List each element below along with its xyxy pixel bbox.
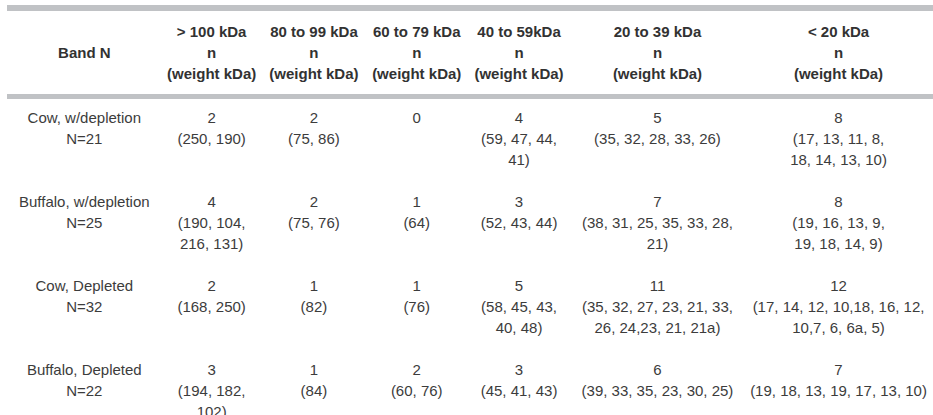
column-header-lt-20kda: < 20 kDa n (weight kDa) [744, 8, 933, 97]
row-label: Buffalo, w/depletion N=25 [7, 183, 162, 267]
column-header-20-39kda: 20 to 39 kDa n (weight kDa) [571, 8, 744, 97]
row-label: Cow, w/depletion N=21 [7, 97, 162, 184]
table-cell: 4 (59, 47, 44, 41) [467, 97, 571, 184]
table-cell: 12 (17, 14, 12, 10,18, 16, 12, 10,7, 6, … [744, 267, 933, 351]
column-header-band-n: Band N [7, 8, 162, 97]
table-row-cow-depleted: Cow, Depleted N=32 2 (168, 250) 1 (82) 1… [7, 267, 933, 351]
table-cell: 1 (64) [366, 183, 467, 267]
column-header-60-79kda: 60 to 79 kDa n (weight kDa) [366, 8, 467, 97]
table-cell: 11 (35, 32, 27, 23, 21, 33, 26, 24,23, 2… [571, 267, 744, 351]
band-weight-table: Band N > 100 kDa n (weight kDa) 80 to 99… [7, 5, 933, 415]
table-cell: 3 (52, 43, 44) [467, 183, 571, 267]
table-cell: 3 (194, 182, 102) [162, 351, 262, 415]
header-row: Band N > 100 kDa n (weight kDa) 80 to 99… [7, 8, 933, 97]
table-cell: 2 (75, 76) [262, 183, 367, 267]
table-cell: 6 (39, 33, 35, 23, 30, 25) [571, 351, 744, 415]
table-cell: 2 (75, 86) [262, 97, 367, 184]
table-cell: 5 (58, 45, 43, 40, 48) [467, 267, 571, 351]
table-cell: 1 (76) [366, 267, 467, 351]
column-header-40-59kda: 40 to 59kDa n (weight kDa) [467, 8, 571, 97]
table-cell: 8 (19, 16, 13, 9, 19, 18, 14, 9) [744, 183, 933, 267]
table-cell: 3 (45, 41, 43) [467, 351, 571, 415]
table-cell: 1 (84) [262, 351, 367, 415]
column-header-gt-100kda: > 100 kDa n (weight kDa) [162, 8, 262, 97]
table-row-buffalo-w-depletion: Buffalo, w/depletion N=25 4 (190, 104, 2… [7, 183, 933, 267]
table-cell: 1 (82) [262, 267, 367, 351]
table-row-buffalo-depleted: Buffalo, Depleted N=22 3 (194, 182, 102)… [7, 351, 933, 415]
band-weight-table-wrapper: Band N > 100 kDa n (weight kDa) 80 to 99… [7, 5, 933, 415]
table-cell: 2 (168, 250) [162, 267, 262, 351]
table-cell: 7 (38, 31, 25, 35, 33, 28, 21) [571, 183, 744, 267]
table-cell: 5 (35, 32, 28, 33, 26) [571, 97, 744, 184]
row-label: Cow, Depleted N=32 [7, 267, 162, 351]
table-row-cow-w-depletion: Cow, w/depletion N=21 2 (250, 190) 2 (75… [7, 97, 933, 184]
table-cell: 8 (17, 13, 11, 8, 18, 14, 13, 10) [744, 97, 933, 184]
table-cell: 2 (250, 190) [162, 97, 262, 184]
table-cell: 0 [366, 97, 467, 184]
column-header-80-99kda: 80 to 99 kDa n (weight kDa) [262, 8, 367, 97]
table-cell: 4 (190, 104, 216, 131) [162, 183, 262, 267]
table-cell: 2 (60, 76) [366, 351, 467, 415]
table-cell: 7 (19, 18, 13, 19, 17, 13, 10) [744, 351, 933, 415]
row-label: Buffalo, Depleted N=22 [7, 351, 162, 415]
